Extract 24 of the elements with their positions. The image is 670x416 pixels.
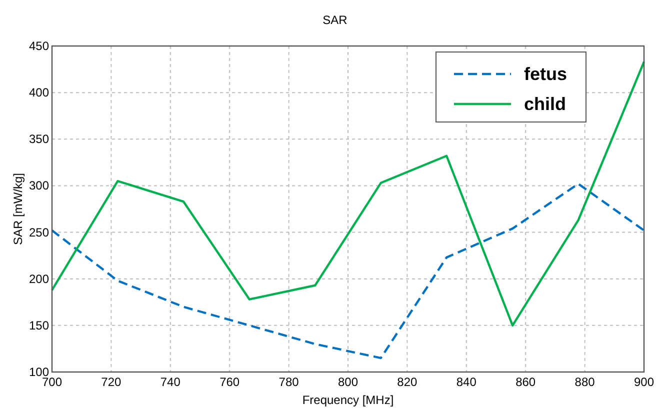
y-tick-label: 350 [28, 132, 50, 146]
x-tick-label: 780 [278, 375, 300, 389]
y-axis-title: SAR [mW/kg] [11, 172, 25, 246]
x-tick-label: 900 [634, 375, 654, 389]
chart-title: SAR [322, 13, 348, 27]
legend-label: child [524, 94, 566, 114]
x-tick-label: 760 [220, 375, 240, 389]
y-tick-label: 250 [28, 225, 50, 240]
x-tick-label: 820 [397, 375, 418, 389]
x-axis-title: Frequency [MHz] [302, 393, 394, 407]
x-tick-label: 740 [160, 375, 181, 389]
x-tick-label: 800 [338, 375, 358, 389]
x-tick-label: 720 [101, 375, 122, 389]
x-tick-label: 840 [456, 375, 477, 389]
x-tick-label: 860 [516, 375, 536, 389]
y-tick-label: 400 [28, 86, 50, 100]
y-tick-label: 150 [28, 318, 50, 332]
x-tick-label: 880 [574, 375, 596, 389]
line-series [50, 182, 646, 360]
legend-label: fetus [524, 64, 568, 84]
y-tick-label: 450 [28, 39, 50, 53]
line-series [50, 60, 646, 327]
y-tick-label: 200 [28, 272, 50, 286]
y-tick-label: 300 [28, 178, 50, 193]
